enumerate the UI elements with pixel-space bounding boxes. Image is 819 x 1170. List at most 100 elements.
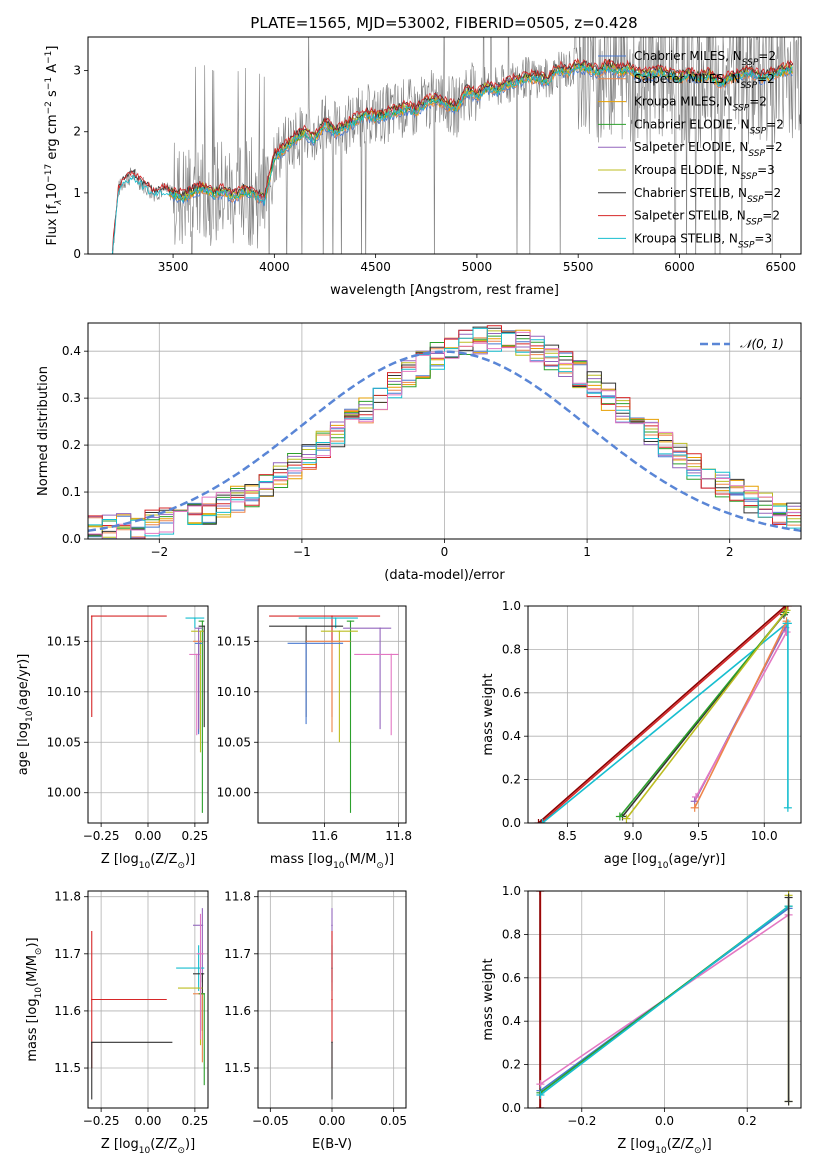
x-tick-label: 2 bbox=[726, 545, 734, 559]
axes-frame bbox=[257, 605, 407, 824]
y-tick-label: 0.4 bbox=[502, 1014, 521, 1028]
x-tick-label: 0.25 bbox=[182, 1114, 209, 1128]
x-tick-label: −1 bbox=[293, 545, 311, 559]
data-point bbox=[338, 630, 341, 633]
y-axis-label: Normed distribution bbox=[36, 366, 51, 496]
axes-frame bbox=[527, 605, 802, 824]
y-tick-label: 10.05 bbox=[217, 735, 251, 749]
y-tick-label: 11.6 bbox=[224, 1004, 251, 1018]
data-point bbox=[197, 627, 200, 630]
x-tick-label: 11.6 bbox=[311, 829, 338, 843]
data-point bbox=[331, 1041, 333, 1044]
legend-entry: Chabrier ELODIE, NSSP=2 bbox=[634, 117, 784, 136]
mass-vs-Z-plot-area bbox=[90, 908, 206, 1100]
x-axis-label: (data-model)/error bbox=[384, 568, 505, 583]
data-point bbox=[90, 998, 93, 1001]
axes-frame bbox=[87, 890, 209, 1109]
legend-entry: Salpeter STELIB, NSSP=2 bbox=[634, 209, 780, 228]
y-tick-label: 10.10 bbox=[47, 685, 81, 699]
y-tick-label: 11.8 bbox=[54, 890, 81, 904]
data-point bbox=[201, 620, 204, 622]
weight-line bbox=[537, 606, 786, 823]
weight-line bbox=[540, 606, 789, 823]
residuals-plot-area bbox=[88, 325, 801, 539]
x-tick-label: 4000 bbox=[259, 260, 290, 274]
x-tick-label: 3500 bbox=[158, 260, 189, 274]
data-point bbox=[194, 617, 196, 619]
plots-layer: 3500 4000 4500 5000 5500 6000 6500 0 1 2 3 Chabrier… bbox=[16, 36, 802, 1156]
panel-mass-vs-EBV: −0.05 0.00 0.05 11.5 11.6 11.7 11.8 E(B-V) bbox=[224, 890, 407, 1152]
x-axis-label: Z [log10(Z/Z⊙)] bbox=[617, 1137, 711, 1156]
legend-entry: 𝒩(0, 1) bbox=[740, 337, 784, 351]
y-tick-label: 10.15 bbox=[217, 634, 251, 648]
y-tick-label: 0.4 bbox=[62, 344, 81, 358]
legend-entry: Kroupa ELODIE, NSSP=3 bbox=[634, 163, 775, 182]
x-tick-label: 5000 bbox=[462, 260, 493, 274]
x-tick-label: 6000 bbox=[664, 260, 695, 274]
weight-line bbox=[541, 622, 788, 823]
y-tick-label: 10.05 bbox=[47, 735, 81, 749]
y-tick-label: 0.4 bbox=[502, 729, 521, 743]
x-axis-label: age [log10(age/yr)] bbox=[604, 852, 726, 871]
data-point bbox=[331, 924, 333, 927]
y-axis-label: mass weight bbox=[481, 958, 496, 1040]
y-tick-label: 0.8 bbox=[502, 642, 521, 656]
x-tick-label: 0.00 bbox=[319, 1114, 346, 1128]
axes-frame bbox=[257, 890, 407, 1109]
x-axis-label: Z [log10(Z/Z⊙)] bbox=[101, 852, 195, 871]
y-tick-label: 0.2 bbox=[62, 438, 81, 452]
x-tick-label: −0.05 bbox=[252, 1114, 289, 1128]
x-tick-label: 0 bbox=[441, 545, 449, 559]
data-point bbox=[331, 640, 333, 643]
data-point bbox=[379, 627, 381, 630]
y-tick-label: 0.1 bbox=[62, 485, 81, 499]
x-axis-label: E(B-V) bbox=[312, 1137, 352, 1152]
y-axis-label: mass weight bbox=[481, 673, 496, 755]
weight-line bbox=[625, 609, 788, 820]
data-point bbox=[197, 967, 200, 969]
y-tick-label: 0.3 bbox=[62, 391, 81, 405]
legend-entry: Salpeter MILES, NSSP=2 bbox=[634, 72, 775, 91]
y-tick-label: 11.5 bbox=[54, 1061, 81, 1075]
y-tick-label: 0.6 bbox=[502, 686, 521, 700]
data-point bbox=[349, 620, 352, 622]
model-line-chabrier-stelib bbox=[111, 58, 794, 254]
y-tick-label: 0.8 bbox=[502, 927, 521, 941]
axes-frame bbox=[527, 890, 802, 1109]
data-point bbox=[201, 973, 204, 975]
age-vs-mass-plot-area bbox=[269, 615, 399, 813]
x-tick-label: −0.25 bbox=[83, 1114, 120, 1128]
data-point bbox=[390, 653, 393, 656]
data-point bbox=[305, 642, 307, 645]
model-line-kroupa-stelib bbox=[112, 63, 793, 254]
y-tick-label: 0.0 bbox=[502, 816, 521, 830]
y-tick-label: 0.0 bbox=[502, 1101, 521, 1115]
y-tick-label: 10.00 bbox=[47, 786, 81, 800]
x-tick-label: 1 bbox=[583, 545, 591, 559]
y-tick-label: 2 bbox=[73, 125, 81, 139]
age-vs-Z-plot-area bbox=[90, 615, 206, 813]
y-tick-label: 1.0 bbox=[502, 599, 521, 613]
y-tick-label: 3 bbox=[73, 64, 81, 78]
weight-line bbox=[693, 620, 788, 809]
y-tick-label: 11.8 bbox=[224, 890, 251, 904]
axes-frame bbox=[87, 605, 209, 824]
x-tick-label: 0.0 bbox=[655, 1114, 674, 1128]
x-tick-label: −0.25 bbox=[83, 829, 120, 843]
y-tick-label: 10.10 bbox=[217, 685, 251, 699]
legend-entry: Kroupa MILES, NSSP=2 bbox=[634, 95, 767, 114]
panel-age-vs-mass: 11.6 11.8 10.00 10.05 10.10 10.15 mass [log10(… bbox=[217, 605, 412, 871]
mass-weight-vs-Z-plot-area bbox=[535, 891, 793, 1108]
data-point bbox=[331, 998, 333, 1001]
panel-residuals: −2 −1 0 1 2 0.0 0.1 0.2 0.3 0.4 𝒩(0, 1) (data-model… bbox=[36, 322, 802, 583]
figure-title: PLATE=1565, MJD=53002, FIBERID=0505, z=0… bbox=[250, 14, 637, 32]
x-tick-label: 0.00 bbox=[135, 829, 162, 843]
legend-entry: Chabrier STELIB, NSSP=2 bbox=[634, 186, 781, 205]
data-point bbox=[305, 625, 307, 627]
y-tick-label: 1.0 bbox=[502, 884, 521, 898]
panel-spectrum: 3500 4000 4500 5000 5500 6000 6500 0 1 2 3 Chabrier… bbox=[44, 36, 802, 298]
x-tick-label: 4500 bbox=[360, 260, 391, 274]
y-tick-label: 10.00 bbox=[217, 786, 251, 800]
weight-line bbox=[619, 611, 786, 818]
